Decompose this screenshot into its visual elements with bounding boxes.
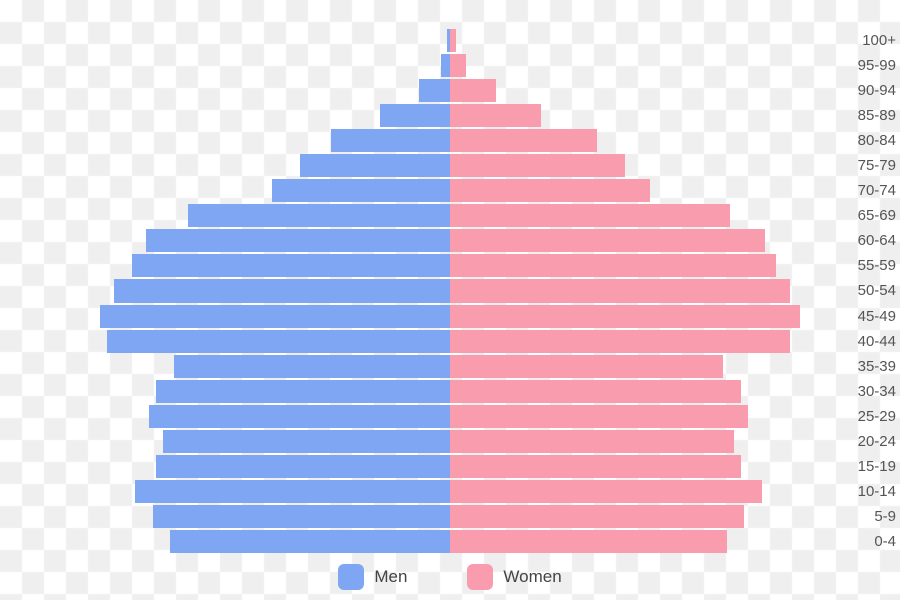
age-label: 35-39 (746, 355, 900, 378)
age-label: 95-99 (746, 54, 900, 77)
age-label: 30-34 (746, 380, 900, 403)
bar-women (450, 179, 650, 202)
bar-women (450, 79, 496, 102)
bar-women (450, 480, 762, 503)
age-label: 100+ (746, 29, 900, 52)
legend-label-women: Women (503, 567, 561, 587)
age-label: 20-24 (746, 430, 900, 453)
bar-women (450, 129, 597, 152)
age-label: 0-4 (746, 530, 900, 553)
age-label: 10-14 (746, 480, 900, 503)
pyramid-row: 5-9 (0, 505, 900, 528)
bar-women (450, 29, 456, 52)
pyramid-row: 95-99 (0, 54, 900, 77)
bar-women (450, 455, 741, 478)
bar-women (450, 505, 744, 528)
pyramid-row: 0-4 (0, 530, 900, 553)
pyramid-row: 20-24 (0, 430, 900, 453)
pyramid-row: 50-54 (0, 279, 900, 302)
bar-women (450, 154, 625, 177)
pyramid-row: 15-19 (0, 455, 900, 478)
legend: Men Women (0, 562, 900, 592)
bar-men (153, 505, 451, 528)
pyramid-row: 90-94 (0, 79, 900, 102)
bar-men (156, 455, 450, 478)
bar-men (300, 154, 451, 177)
bar-men (135, 480, 450, 503)
bar-women (450, 330, 790, 353)
pyramid-row: 30-34 (0, 380, 900, 403)
bar-men (149, 405, 450, 428)
legend-swatch-men (338, 564, 364, 590)
age-label: 25-29 (746, 405, 900, 428)
bar-women (450, 305, 800, 328)
bar-men (272, 179, 451, 202)
age-label: 75-79 (746, 154, 900, 177)
legend-swatch-women (467, 564, 493, 590)
age-label: 80-84 (746, 129, 900, 152)
bar-women (450, 54, 466, 77)
bar-women (450, 355, 723, 378)
legend-item-women: Women (467, 564, 561, 590)
bar-men (188, 204, 451, 227)
age-label: 90-94 (746, 79, 900, 102)
age-label: 70-74 (746, 179, 900, 202)
bar-men (441, 54, 450, 77)
bar-women (450, 204, 730, 227)
pyramid-row: 70-74 (0, 179, 900, 202)
bar-women (450, 530, 727, 553)
bar-women (450, 104, 541, 127)
bar-women (450, 405, 748, 428)
bar-women (450, 254, 776, 277)
pyramid-row: 35-39 (0, 355, 900, 378)
age-label: 85-89 (746, 104, 900, 127)
bar-women (450, 380, 741, 403)
bar-men (331, 129, 450, 152)
pyramid-row: 40-44 (0, 330, 900, 353)
bar-men (132, 254, 451, 277)
age-label: 65-69 (746, 204, 900, 227)
pyramid-row: 60-64 (0, 229, 900, 252)
pyramid-row: 55-59 (0, 254, 900, 277)
bar-men (146, 229, 451, 252)
bar-men (174, 355, 451, 378)
pyramid-row: 10-14 (0, 480, 900, 503)
pyramid-row: 25-29 (0, 405, 900, 428)
bar-women (450, 229, 765, 252)
bar-men (380, 104, 450, 127)
bar-men (114, 279, 450, 302)
bar-men (170, 530, 450, 553)
pyramid-row: 45-49 (0, 305, 900, 328)
bar-men (107, 330, 450, 353)
age-label: 15-19 (746, 455, 900, 478)
pyramid-row: 85-89 (0, 104, 900, 127)
pyramid-row: 65-69 (0, 204, 900, 227)
age-label: 60-64 (746, 229, 900, 252)
legend-label-men: Men (374, 567, 407, 587)
pyramid-row: 100+ (0, 29, 900, 52)
bar-men (156, 380, 450, 403)
age-label: 5-9 (746, 505, 900, 528)
bar-men (163, 430, 450, 453)
bar-men (100, 305, 450, 328)
bar-women (450, 279, 790, 302)
pyramid-row: 80-84 (0, 129, 900, 152)
population-pyramid: 100+95-9990-9485-8980-8475-7970-7465-696… (0, 0, 900, 600)
bar-women (450, 430, 734, 453)
legend-item-men: Men (338, 564, 407, 590)
bar-men (419, 79, 451, 102)
pyramid-row: 75-79 (0, 154, 900, 177)
